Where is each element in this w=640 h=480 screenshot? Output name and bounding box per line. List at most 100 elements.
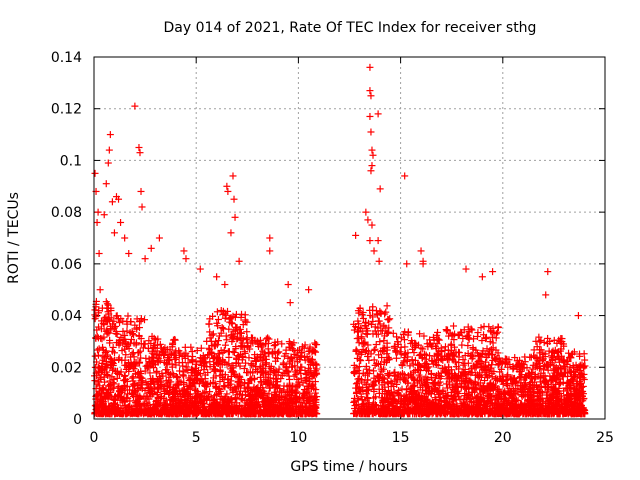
y-axis-label: ROTI / TECUs	[6, 192, 22, 284]
roti-point	[209, 330, 217, 338]
roti-point	[406, 362, 414, 370]
roti-point	[188, 348, 196, 356]
roti-point	[311, 339, 319, 347]
roti-point	[417, 363, 425, 371]
roti-point	[369, 151, 377, 159]
roti-point	[137, 187, 145, 195]
y-tick-label: 0.04	[51, 309, 82, 325]
roti-point	[115, 356, 123, 364]
roti-point	[366, 87, 374, 95]
roti-point	[146, 369, 154, 377]
roti-point	[459, 335, 467, 343]
roti-point	[242, 335, 250, 343]
roti-point	[94, 363, 102, 371]
roti-point	[209, 354, 217, 362]
roti-point	[393, 380, 401, 388]
roti-point	[467, 351, 475, 359]
roti-point	[265, 349, 273, 357]
roti-point	[169, 336, 177, 344]
roti-point	[104, 371, 112, 379]
roti-point	[352, 231, 360, 239]
roti-point	[374, 110, 382, 118]
roti-point	[105, 146, 113, 154]
roti-point	[367, 128, 375, 136]
x-tick-label: 15	[392, 430, 410, 446]
roti-point	[401, 343, 409, 351]
roti-point	[382, 308, 390, 316]
y-tick-label: 0.06	[51, 257, 82, 273]
roti-point	[224, 187, 232, 195]
roti-point	[401, 172, 409, 180]
roti-point	[109, 343, 117, 351]
roti-point	[106, 339, 114, 347]
roti-point	[458, 341, 466, 349]
roti-point	[366, 237, 374, 245]
roti-point	[486, 338, 494, 346]
x-tick-label: 0	[90, 430, 99, 446]
roti-point	[138, 203, 146, 211]
y-tick-label: 0	[73, 412, 82, 428]
x-tick-label: 10	[289, 430, 307, 446]
roti-point	[142, 354, 150, 362]
roti-point	[206, 388, 214, 396]
roti-point	[478, 273, 486, 281]
roti-point	[362, 208, 370, 216]
roti-point	[187, 343, 195, 351]
roti-point	[95, 250, 103, 258]
roti-point	[100, 211, 108, 219]
roti-point	[231, 213, 239, 221]
roti-point	[420, 332, 428, 340]
roti-point	[478, 337, 486, 345]
roti-point	[172, 355, 180, 363]
roti-point	[141, 316, 149, 324]
roti-point	[108, 198, 116, 206]
roti-point	[305, 286, 313, 294]
roti-point	[574, 312, 582, 320]
roti-point	[96, 286, 104, 294]
roti-point	[417, 247, 425, 255]
roti-point	[215, 350, 223, 358]
roti-point	[286, 299, 294, 307]
roti-point	[93, 346, 101, 354]
roti-point	[208, 349, 216, 357]
roti-point	[512, 385, 520, 393]
roti-point	[367, 92, 375, 100]
roti-point	[466, 398, 474, 406]
roti-point	[410, 349, 418, 357]
roti-point	[523, 364, 531, 372]
roti-point	[434, 335, 442, 343]
x-axis-label: GPS time / hours	[290, 459, 407, 475]
roti-point	[94, 208, 102, 216]
roti-point	[366, 112, 374, 120]
roti-point	[97, 375, 105, 383]
roti-point	[213, 273, 221, 281]
roti-point	[384, 328, 392, 336]
roti-point	[266, 234, 274, 242]
roti-point	[301, 356, 309, 364]
roti-point	[403, 260, 411, 268]
roti-point	[223, 336, 231, 344]
roti-point	[367, 167, 375, 175]
roti-point	[125, 250, 133, 258]
roti-point	[96, 374, 104, 382]
roti-point	[127, 335, 135, 343]
roti-point	[117, 218, 125, 226]
roti-point	[94, 351, 102, 359]
roti-point	[544, 268, 552, 276]
roti-point	[93, 218, 101, 226]
roti-point	[230, 349, 238, 357]
roti-point	[311, 389, 319, 397]
y-tick-label: 0.02	[51, 360, 82, 376]
roti-point	[182, 255, 190, 263]
roti-point	[270, 342, 278, 350]
roti-point	[106, 131, 114, 139]
roti-point	[135, 144, 143, 151]
roti-point	[400, 336, 408, 344]
data-points	[91, 63, 589, 418]
roti-point	[205, 320, 213, 328]
roti-point	[95, 345, 103, 353]
roti-point	[284, 281, 292, 289]
roti-point	[221, 341, 229, 349]
roti-point	[220, 382, 228, 390]
roti-point	[488, 333, 496, 341]
